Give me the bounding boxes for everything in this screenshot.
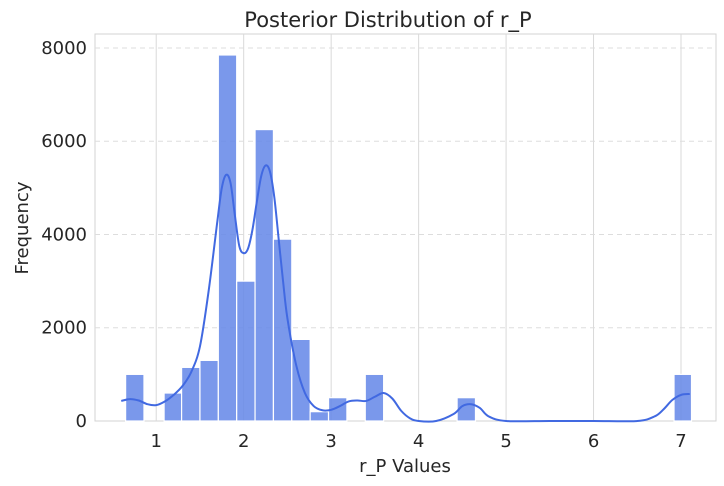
histogram-bar	[180, 366, 201, 422]
x-tick-labels: 1 2 3 4 5 6 7	[150, 431, 686, 452]
histogram-bar	[125, 373, 145, 422]
chart-title: Posterior Distribution of r_P	[244, 8, 531, 33]
y-tick-label: 0	[76, 411, 87, 432]
x-tick-label: 3	[325, 431, 336, 452]
x-tick-label: 1	[150, 431, 161, 452]
x-tick-label: 5	[500, 431, 511, 452]
y-tick-label: 8000	[41, 38, 87, 59]
x-axis-label: r_P Values	[359, 456, 451, 477]
y-tick-labels: 0 2000 4000 6000 8000	[41, 38, 87, 432]
y-tick-label: 4000	[41, 224, 87, 245]
x-tick-label: 6	[588, 431, 599, 452]
x-tick-label: 2	[238, 431, 249, 452]
histogram-bar	[272, 238, 293, 422]
histogram-bar	[163, 392, 183, 422]
histogram-bar	[236, 280, 256, 422]
y-axis-label: Frequency	[12, 181, 33, 274]
histogram-bar	[199, 359, 219, 422]
x-tick-label: 7	[675, 431, 686, 452]
y-tick-label: 2000	[41, 318, 87, 339]
histogram-bar	[217, 54, 238, 422]
histogram-bar	[309, 411, 330, 422]
y-tick-label: 6000	[41, 131, 87, 152]
plot-area	[94, 33, 717, 422]
histogram-bars	[125, 54, 693, 422]
x-tick-label: 4	[413, 431, 424, 452]
grid-lines	[95, 34, 716, 421]
kde-curve	[121, 164, 690, 423]
